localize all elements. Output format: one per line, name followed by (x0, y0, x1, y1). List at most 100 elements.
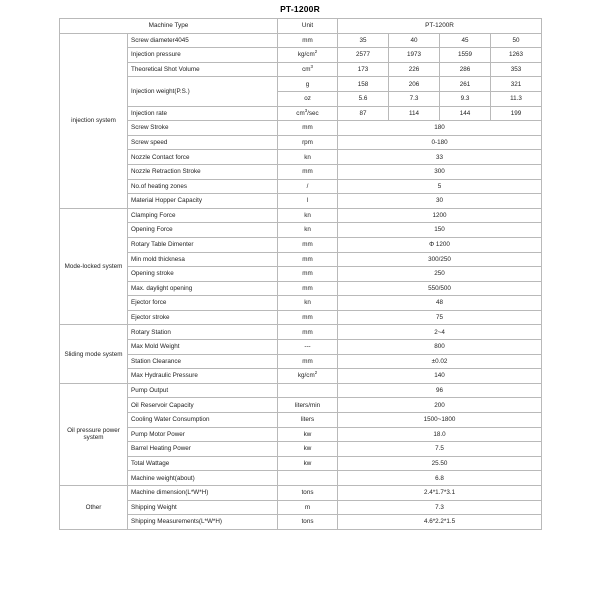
table-row: Total Wattage kw 25.50 (60, 455, 543, 472)
cell-unit: / (277, 178, 339, 195)
cell-item: Rotary Table Dimenter (126, 236, 279, 253)
cell-item: Pump Motor Power (126, 426, 279, 443)
cell-item: Screw diameter4045 (126, 32, 279, 49)
table-row: Machine weight(about) 6.8 (60, 470, 543, 486)
cell-unit: kw (277, 426, 339, 443)
cell-unit: mm (277, 163, 339, 180)
table-row: Injection rate cm3/sec 87 114 144 199 (60, 105, 543, 122)
cell-item: Total Wattage (126, 455, 279, 472)
cell-value-span: 4.6*2.2*1.5 (337, 514, 543, 530)
cell-item: Max Mold Weight (126, 339, 279, 355)
cell-item: Nozzle Retraction Stroke (126, 163, 279, 180)
cell-value-2: 286 (439, 61, 492, 78)
cell-value-1: 226 (388, 61, 441, 78)
cell-value-span: 18.0 (337, 426, 543, 443)
cell-unit: mm (277, 309, 339, 326)
cell-item: No.of heating zones (126, 178, 279, 195)
table-row: Max. daylight opening mm 550/500 (60, 280, 543, 297)
cell-value-3: 199 (490, 105, 543, 122)
cell-unit: kn (277, 207, 339, 224)
table-row: Shipping Weight m 7.3 (60, 499, 543, 516)
table-row: Theoretical Shot Volume cm3 173 226 286 353 (60, 61, 543, 78)
section-label-4: Other (59, 485, 128, 530)
cell-unit: l (277, 193, 339, 209)
cell-unit: mm (277, 251, 339, 268)
table-row: Mode-locked system Clamping Force kn 1200 (59, 207, 543, 326)
table-row: Cooling Water Consumption liters 1500~1800 (60, 412, 543, 428)
cell-item: Min mold thicknesa (126, 251, 279, 268)
cell-value-1: 114 (388, 105, 441, 122)
cell-value-1: 1973 (388, 47, 441, 63)
cell-item: Nozzle Contact force (126, 149, 279, 165)
cell-value-span: 1200 (337, 207, 543, 224)
cell-unit: kn (277, 149, 339, 165)
cell-value-0: 2577 (337, 47, 390, 63)
cell-item: Material Hopper Capacity (126, 193, 279, 209)
cell-value-span: 75 (337, 309, 543, 326)
cell-value-2: 144 (439, 105, 492, 122)
cell-value-0: 87 (337, 105, 390, 122)
header-model: PT-1200R (337, 18, 543, 34)
table-row: Nozzle Contact force kn 33 (60, 149, 543, 165)
header-machine-type: Machine Type (58, 18, 279, 34)
section-label-0: injection system (59, 32, 128, 209)
cell-unit: mm (277, 353, 339, 370)
cell-value-0: 35 (337, 32, 390, 49)
cell-value-0: 5.6 (337, 90, 390, 107)
cell-item: Ejector stroke (126, 309, 279, 326)
cell-item: Oil Reservoir Capacity (126, 397, 279, 414)
cell-value-0: 173 (337, 61, 390, 78)
table-row: Max Hydraulic Pressure kg/cm2 140 (60, 368, 543, 384)
cell-value-span: ±0.02 (337, 353, 543, 370)
cell-value-span: 300 (337, 163, 543, 180)
cell-unit: mm (277, 280, 339, 297)
table-row: Injection weight(P.S.) g 158 206 261 321 (60, 76, 543, 107)
cell-value-span: 1500~1800 (337, 412, 543, 428)
cell-value-span: 300/250 (337, 251, 543, 268)
cell-unit: kg/cm2 (277, 47, 339, 63)
table-row: Screw speed rpm 0-180 (60, 134, 543, 151)
cell-value-0: 158 (337, 76, 390, 92)
table-row: Screw Stroke mm 180 (60, 120, 543, 136)
cell-value-span: 25.50 (337, 455, 543, 472)
table-row: Opening Force kn 150 (60, 222, 543, 238)
cell-item: Station Clearance (126, 353, 279, 370)
cell-value-3: 353 (490, 61, 543, 78)
header-unit: Unit (277, 18, 339, 34)
section-label-3: Oil pressure power system (59, 382, 128, 487)
table-row: Injection pressure kg/cm2 2577 1973 1559 1263 (60, 47, 543, 63)
table-row: No.of heating zones/5 (60, 178, 543, 195)
cell-value-span: 33 (337, 149, 543, 165)
cell-value-span: 5 (337, 178, 543, 195)
table-row: Max Mold Weight --- 800 (60, 339, 543, 355)
cell-value-span: 180 (337, 120, 543, 136)
cell-value-span: 550/500 (337, 280, 543, 297)
section-label-1: Mode-locked system (59, 207, 128, 326)
table-row: Sliding mode system Rotary Station mm 2~4 (59, 324, 543, 384)
table-header-row: Machine Type Unit PT-1200R (58, 18, 543, 34)
table-row: Barrel Heating Power kw 7.5 (60, 441, 543, 457)
cell-value-span: 200 (337, 397, 543, 414)
table-row: Material Hopper Capacity l 30 (60, 193, 543, 209)
cell-value-span: 800 (337, 339, 543, 355)
cell-unit: kn (277, 295, 339, 311)
table-row: Oil pressure power system Pump Output 96 (59, 382, 543, 487)
specification-table: Machine Type Unit PT-1200R injection system… (58, 18, 543, 530)
table-row: Rotary Table Dimenter mm Φ 1200 (60, 236, 543, 253)
cell-unit: tons (277, 514, 339, 530)
table-row: Oil Reservoir Capacity liters/min 200 (60, 397, 543, 414)
cell-item: Shipping Measurements(L*W*H) (126, 514, 279, 530)
cell-value-span: Φ 1200 (337, 236, 543, 253)
cell-item: Opening stroke (126, 266, 279, 282)
cell-unit: cm3/sec (277, 105, 339, 122)
cell-value-span: 140 (337, 368, 543, 384)
cell-unit: mm (277, 266, 339, 282)
cell-value-span: 0-180 (337, 134, 543, 151)
cell-unit: mm (277, 236, 339, 253)
cell-value-span: 30 (337, 193, 543, 209)
cell-unit: kw (277, 441, 339, 457)
table-row: Opening stroke mm 250 (60, 266, 543, 282)
cell-value-span: 48 (337, 295, 543, 311)
section-label-2: Sliding mode system (59, 324, 128, 384)
